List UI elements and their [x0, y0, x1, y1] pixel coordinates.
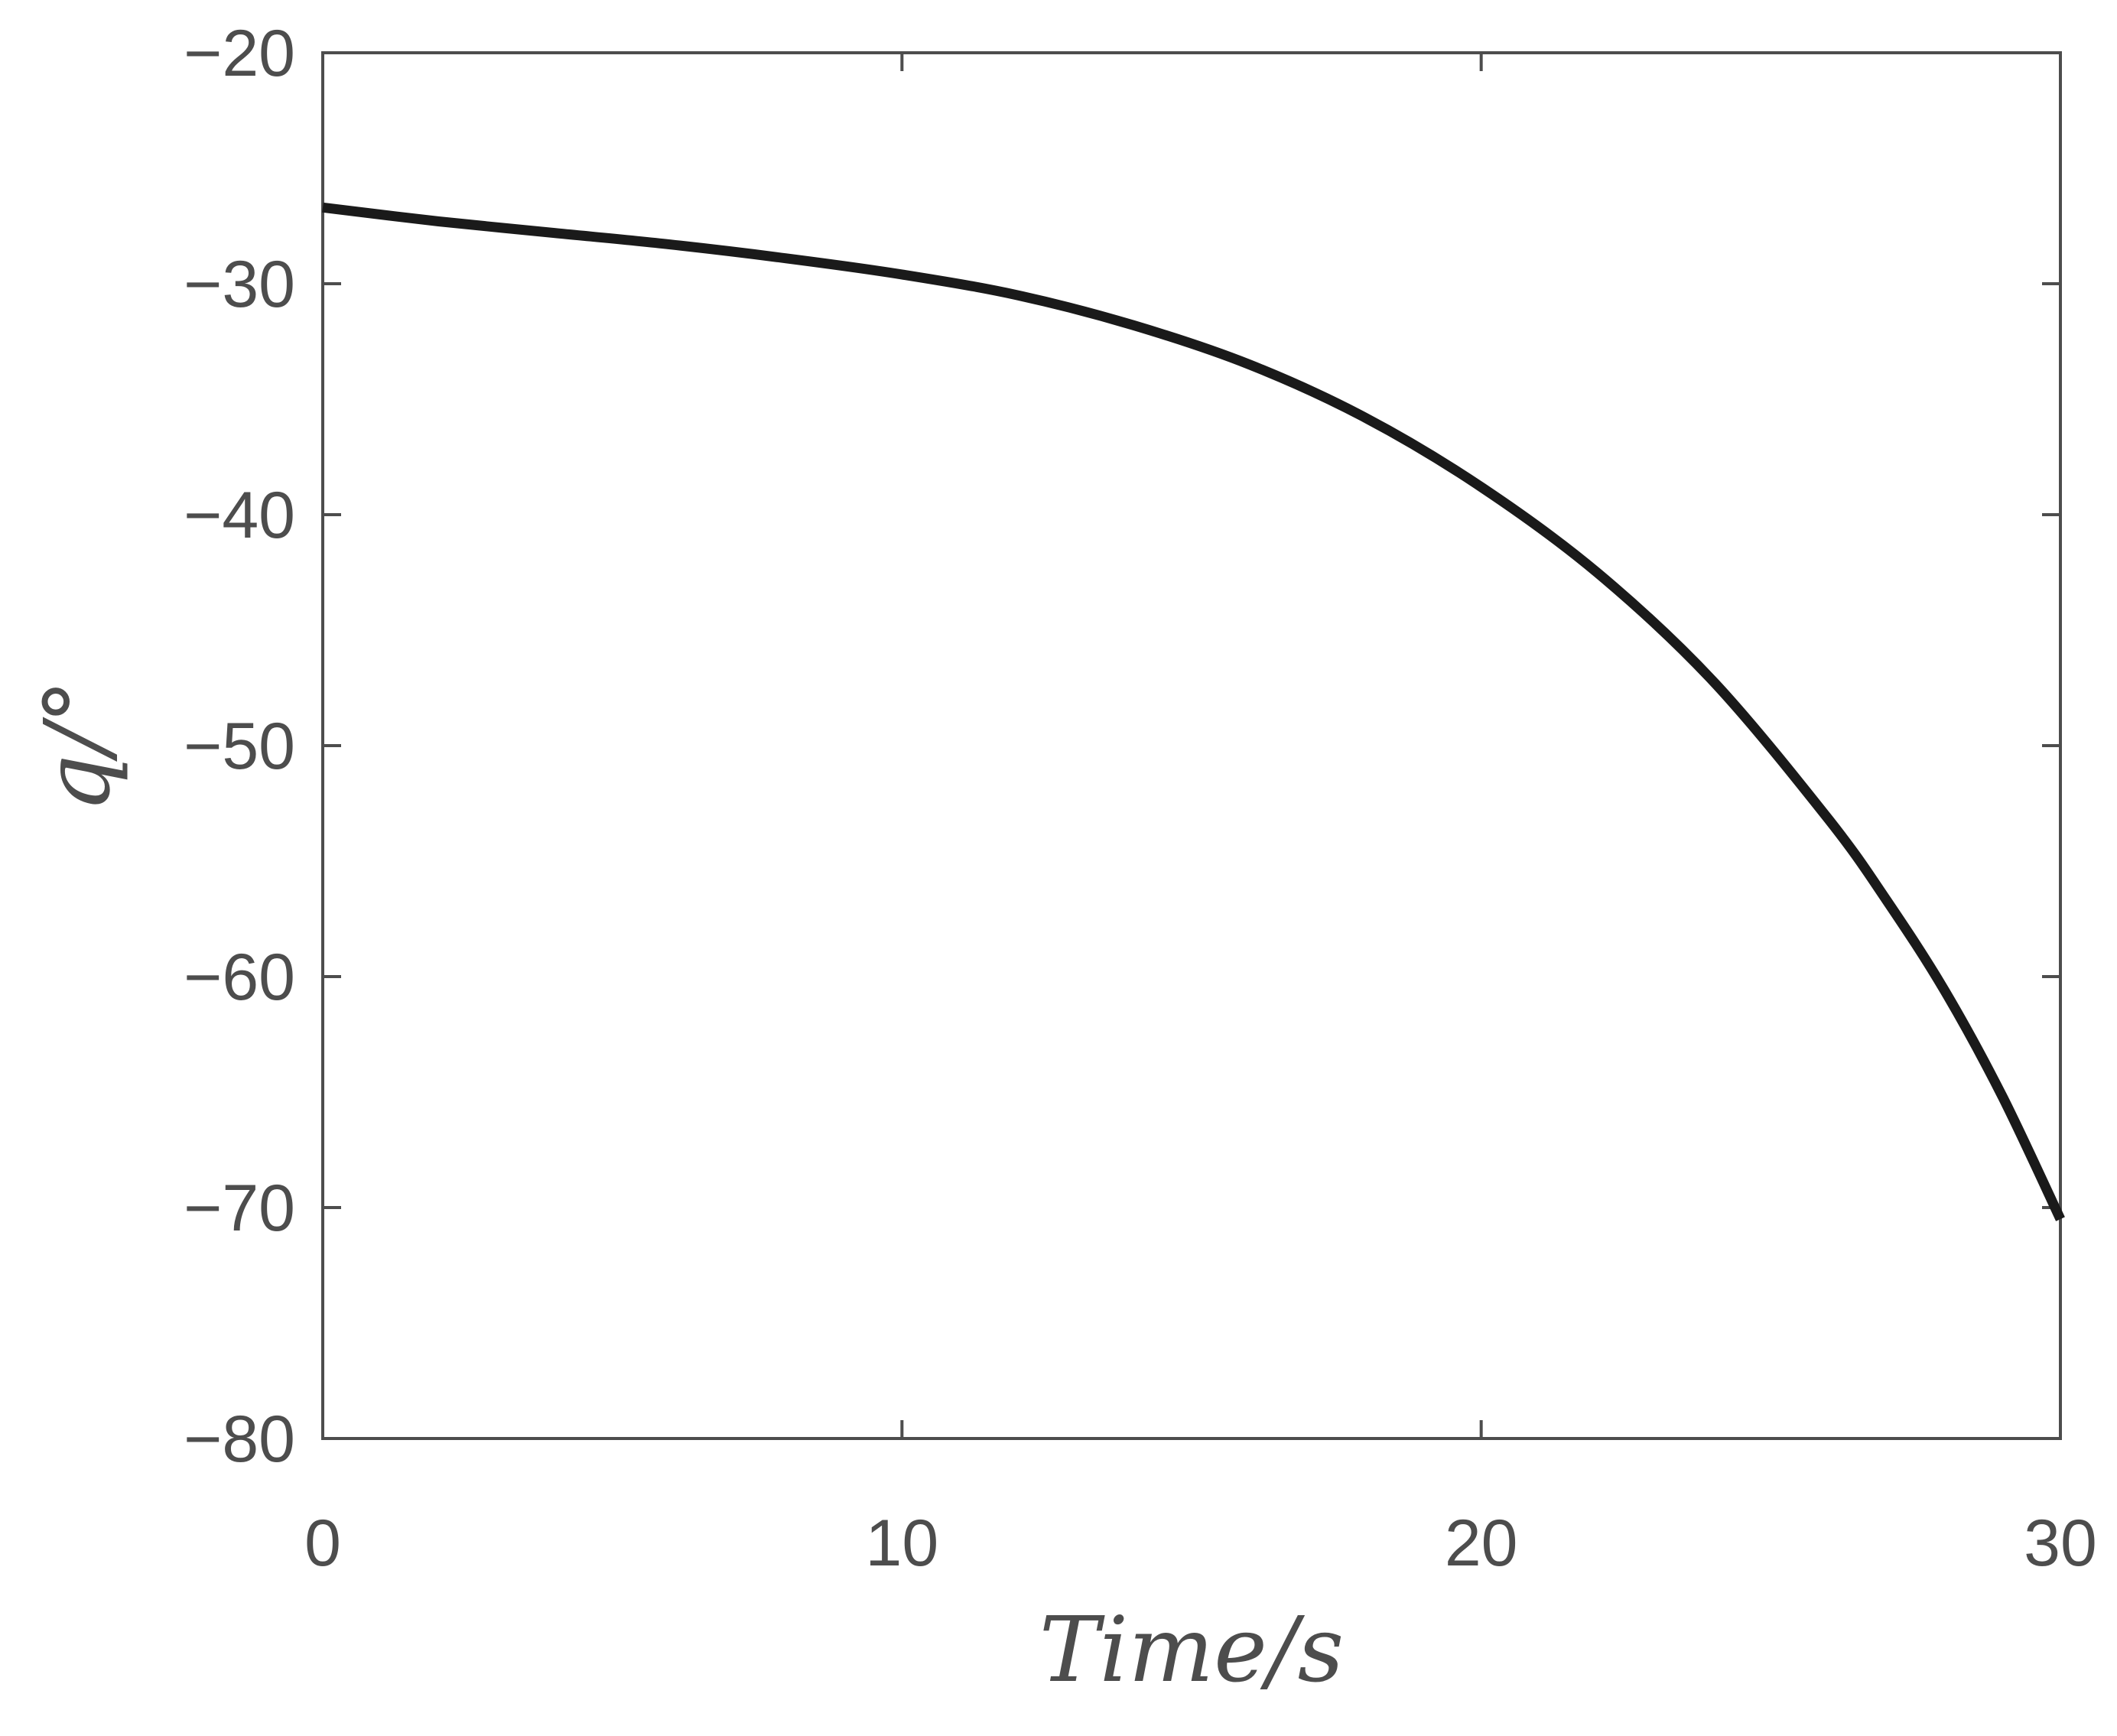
y-axis-ticks: −80 −70 −60 −50 −40 −30 −20 [184, 17, 2060, 1476]
y-tick-label: −30 [184, 248, 295, 321]
axes-box [321, 51, 2062, 1440]
y-tick-label: −40 [184, 479, 295, 552]
series-line [322, 202, 2065, 1221]
y-tick-label: −50 [184, 710, 295, 783]
y-axis-title: q/° [24, 679, 130, 812]
x-axis-title: Time/s [1039, 1597, 1344, 1702]
x-tick-label: 30 [2024, 1507, 2097, 1580]
x-tick-label: 20 [1445, 1507, 1518, 1580]
series-layer [322, 202, 2065, 1221]
y-tick-label: −60 [184, 941, 295, 1014]
y-tick-label: −20 [184, 17, 295, 90]
x-tick-label: 0 [304, 1507, 341, 1580]
y-tick-label: −70 [184, 1172, 295, 1245]
x-axis-ticks: 0 10 20 30 [304, 53, 2097, 1580]
x-tick-label: 10 [865, 1507, 938, 1580]
y-tick-label: −80 [184, 1403, 295, 1476]
plot-area [321, 51, 2062, 1440]
